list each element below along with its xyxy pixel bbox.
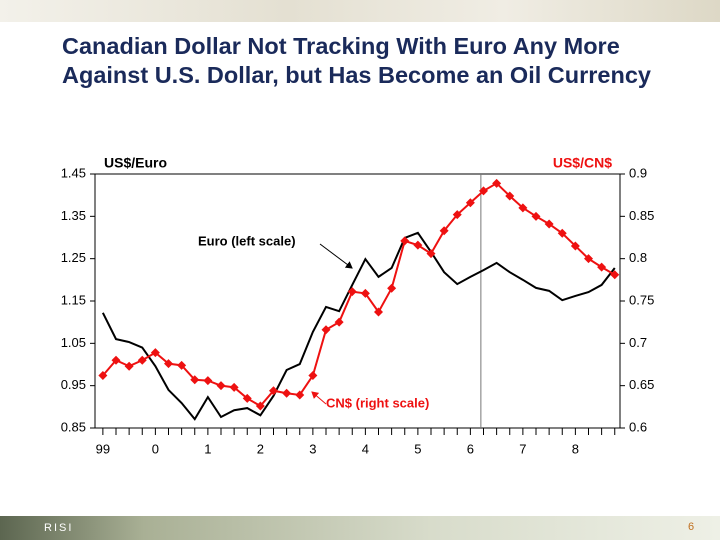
point (492, 178, 502, 188)
point (452, 210, 462, 220)
slide-title: Canadian Dollar Not Tracking With Euro A… (62, 33, 651, 88)
annotation-arrow (311, 391, 327, 405)
y-tick-label: 1.15 (61, 292, 86, 307)
y-tick-label: 1.45 (61, 165, 86, 180)
point (387, 283, 397, 293)
point (479, 186, 488, 196)
series-line (101, 231, 616, 421)
point (570, 241, 580, 251)
point (98, 371, 108, 381)
point (584, 254, 593, 264)
y2-tick-label: 0.8 (629, 250, 647, 265)
point (400, 236, 410, 246)
series-line (102, 182, 616, 408)
x-tick-label: 99 (96, 441, 110, 456)
x-tick-label: 3 (309, 441, 316, 456)
x-tick-label: 4 (362, 441, 369, 456)
point (282, 388, 292, 398)
x-tick-label: 2 (257, 441, 264, 456)
point (374, 307, 383, 317)
point (465, 198, 475, 208)
point (347, 287, 357, 297)
point (255, 401, 265, 411)
point (426, 249, 436, 259)
y-tick-label: 1.35 (61, 208, 86, 223)
point (308, 371, 318, 381)
point (216, 381, 226, 391)
point (177, 360, 187, 370)
point (150, 348, 160, 358)
x-tick-label: 8 (572, 441, 579, 456)
point (164, 359, 173, 369)
y-tick-label: 0.85 (61, 419, 86, 434)
banner (0, 0, 720, 22)
y2-tick-label: 0.75 (629, 292, 654, 307)
y2-tick-label: 0.7 (629, 335, 647, 350)
point (190, 375, 200, 385)
point (531, 211, 541, 221)
point (518, 203, 528, 213)
y-tick-label: 0.95 (61, 377, 86, 392)
y-tick-label: 1.05 (61, 335, 86, 350)
y2-tick-label: 0.6 (629, 419, 647, 434)
y-tick-label: 1.25 (61, 250, 86, 265)
y2-tick-label: 0.85 (629, 208, 654, 223)
y-axis-label: US$/Euro (104, 155, 167, 171)
y2-axis-label: US$/CN$ (553, 155, 612, 171)
point (242, 393, 252, 403)
point (229, 382, 239, 392)
x-tick-label: 7 (519, 441, 526, 456)
annotation-arrow (319, 243, 353, 269)
point (557, 228, 567, 238)
point (334, 317, 344, 327)
point (439, 226, 449, 236)
point (610, 270, 620, 280)
point (321, 325, 331, 335)
x-tick-label: 5 (414, 441, 421, 456)
footer-bar (0, 516, 720, 540)
y2-tick-label: 0.9 (629, 165, 647, 180)
point (203, 376, 213, 386)
point (360, 288, 370, 298)
page-number: 6 (688, 521, 695, 533)
plot-frame (94, 173, 621, 429)
point (597, 262, 607, 272)
annotation: CN$ (right scale) (326, 395, 429, 410)
x-tick-label: 6 (467, 441, 474, 456)
x-tick-label: 0 (152, 441, 159, 456)
annotation: Euro (left scale) (198, 233, 296, 248)
point (505, 191, 515, 201)
point (124, 361, 134, 371)
point (137, 355, 147, 365)
y2-tick-label: 0.65 (629, 377, 654, 392)
point (269, 386, 278, 396)
point (295, 390, 305, 400)
x-tick-label: 1 (204, 441, 211, 456)
point (111, 355, 121, 365)
point (544, 219, 554, 229)
point (413, 240, 423, 250)
brand: RISI (44, 522, 74, 534)
